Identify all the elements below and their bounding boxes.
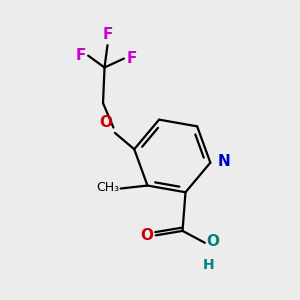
Text: F: F (102, 27, 113, 42)
Text: CH₃: CH₃ (96, 181, 119, 194)
Text: F: F (126, 51, 136, 66)
Text: N: N (218, 154, 230, 169)
Text: O: O (99, 115, 112, 130)
Text: H: H (202, 258, 214, 272)
Text: O: O (206, 234, 219, 249)
Text: O: O (140, 228, 153, 243)
Text: F: F (75, 48, 86, 63)
